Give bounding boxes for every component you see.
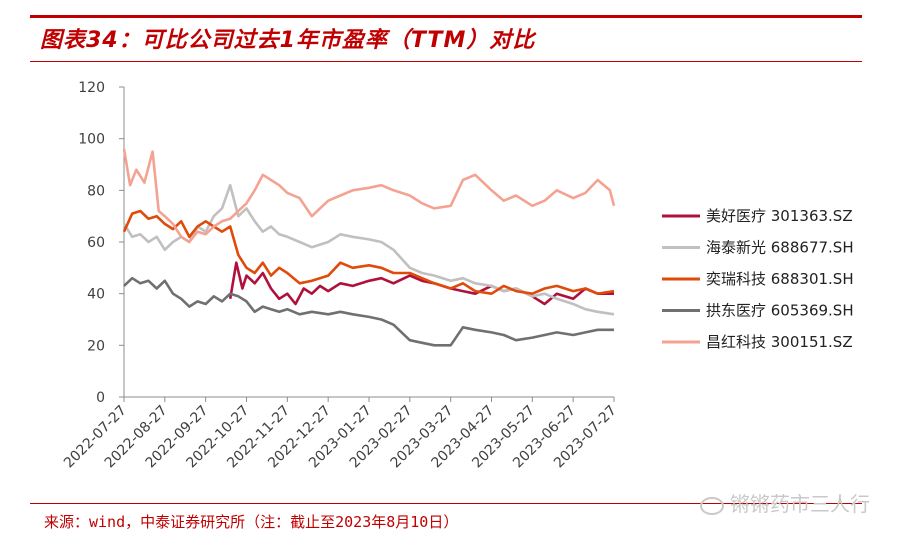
legend-label-3: 奕瑞科技 688301.SH (706, 270, 854, 288)
y-tick-label: 100 (78, 132, 105, 148)
series-line-2 (122, 183, 615, 316)
legend-label-2: 海泰新光 688677.SH (706, 239, 854, 257)
y-tick-label: 120 (78, 80, 105, 96)
y-tick-label: 60 (87, 235, 105, 251)
legend-label-4: 拱东医疗 605369.SH (706, 302, 854, 320)
y-tick-label: 40 (87, 287, 105, 303)
series-line-5 (122, 148, 616, 244)
watermark-text: 锵锵药市三人行 (730, 492, 870, 516)
wechat-icon (700, 496, 724, 515)
y-tick-label: 80 (87, 183, 105, 199)
header-top-rule (30, 15, 862, 18)
legend-label-5: 昌红科技 300151.SZ (706, 333, 853, 351)
watermark: 锵锵药市三人行 (700, 488, 870, 517)
y-tick-label: 20 (87, 338, 105, 354)
y-tick-label: 0 (96, 390, 105, 406)
series-line-3 (122, 209, 615, 296)
legend-label-1: 美好医疗 301363.SZ (706, 207, 853, 225)
series-line-4 (123, 276, 614, 347)
chart-title: 图表34：可比公司过去1年市盈率（TTM）对比 (40, 28, 536, 53)
header-bottom-rule (30, 61, 862, 62)
footer-rule (30, 503, 862, 504)
source-note: 来源：wind，中泰证券研究所（注：截止至2023年8月10日） (44, 513, 459, 531)
series-line-1 (228, 261, 614, 306)
